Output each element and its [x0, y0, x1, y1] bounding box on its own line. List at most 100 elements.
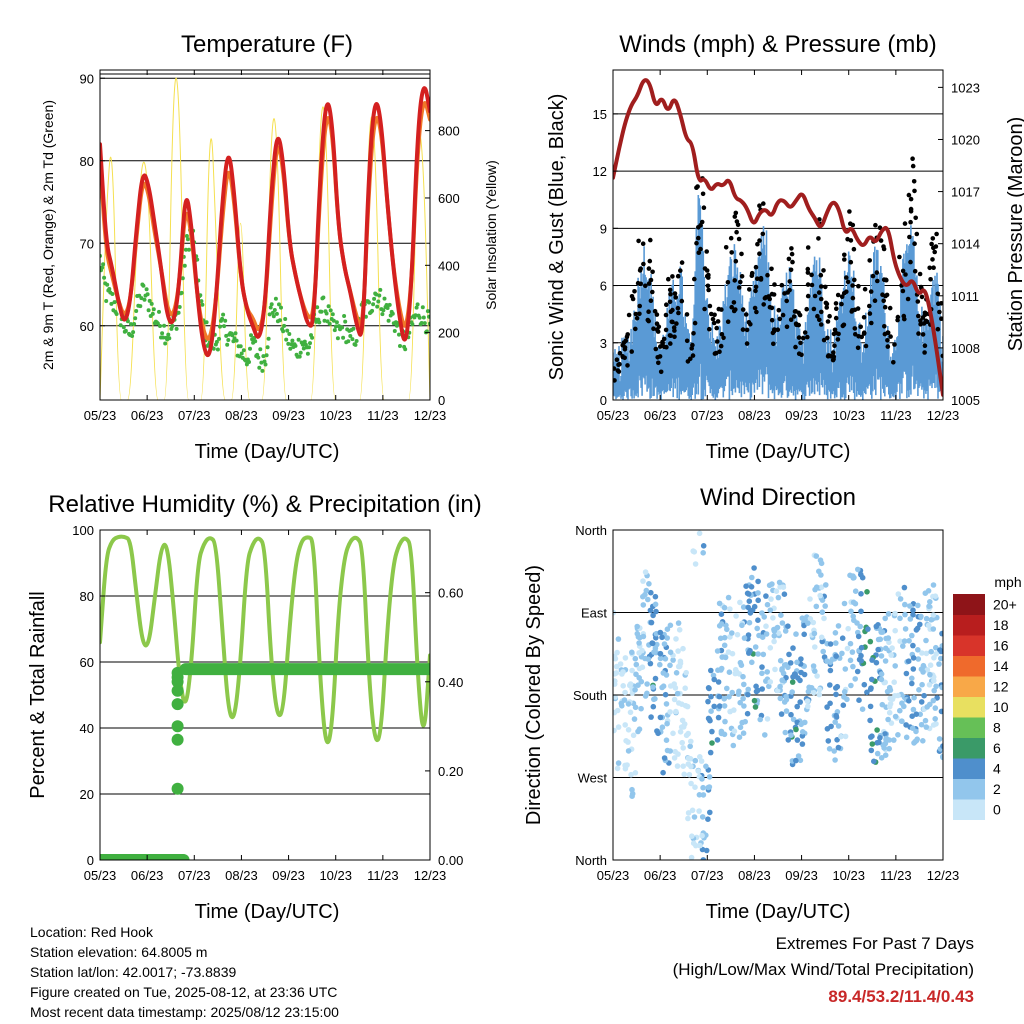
gust-point — [850, 295, 856, 301]
direction-point — [892, 663, 898, 669]
dewpoint-point — [233, 331, 238, 336]
direction-point — [650, 684, 656, 690]
direction-point — [752, 704, 759, 710]
direction-point — [706, 774, 713, 780]
gust-point — [625, 363, 630, 368]
direction-point — [930, 626, 937, 632]
direction-point — [885, 611, 892, 617]
direction-point — [687, 743, 693, 750]
gust-point — [920, 315, 926, 320]
gust-point — [678, 268, 683, 273]
direction-point — [654, 728, 660, 734]
direction-point — [915, 647, 921, 653]
direction-point — [729, 650, 736, 657]
direction-point — [686, 771, 693, 778]
gust-point — [719, 307, 724, 312]
dewpoint-point — [332, 328, 337, 333]
direction-point — [685, 815, 691, 822]
dewpoint-point — [102, 275, 107, 280]
gust-point — [739, 274, 745, 279]
humidity-series — [100, 534, 430, 860]
winds-xtick-label: 06/23 — [644, 408, 677, 423]
direction-point — [633, 671, 639, 678]
precip-point — [171, 720, 184, 733]
dewpoint-point — [321, 295, 326, 300]
direction-point — [781, 591, 788, 597]
gust-point — [784, 324, 790, 330]
gust-point — [908, 259, 913, 265]
direction-point — [680, 763, 686, 769]
direction-point — [740, 673, 746, 680]
humidity-xtick-label: 12/23 — [414, 868, 447, 883]
gust-point — [908, 206, 914, 212]
extremes-heading: Extremes For Past 7 Days — [775, 934, 974, 953]
direction-point — [778, 612, 784, 618]
direction-point — [677, 729, 684, 735]
gust-point — [629, 349, 634, 354]
direction-point — [909, 632, 915, 639]
info-created: Figure created on Tue, 2025-08-12, at 23… — [30, 984, 338, 1000]
direction-point — [913, 627, 920, 633]
gust-point — [863, 343, 869, 349]
gust-point — [729, 250, 734, 255]
gust-point — [902, 221, 908, 226]
direction-point — [662, 656, 669, 662]
gust-point — [849, 309, 854, 314]
direction-point — [708, 708, 714, 714]
direction-point — [763, 631, 770, 637]
direction-panel: Wind Direction NorthEastSouthWestNorth05… — [523, 484, 1022, 923]
dewpoint-point — [282, 323, 287, 328]
dewpoint-point — [350, 337, 355, 342]
direction-point — [741, 703, 747, 709]
dewpoint-point — [101, 262, 106, 267]
direction-point — [938, 708, 943, 715]
humidity-y2tick-label: 0.60 — [438, 586, 463, 601]
direction-point — [754, 625, 760, 632]
direction-point — [864, 589, 870, 595]
direction-point — [670, 730, 676, 737]
direction-point — [834, 737, 840, 743]
dewpoint-point — [237, 354, 242, 359]
gust-point — [755, 241, 760, 247]
direction-point — [673, 708, 679, 715]
direction-point — [812, 668, 818, 674]
direction-point — [771, 638, 777, 645]
gust-point — [892, 342, 897, 347]
direction-point — [659, 634, 665, 641]
direction-point — [629, 667, 635, 674]
gust-point — [851, 246, 857, 252]
direction-point — [788, 711, 794, 718]
dewpoint-point — [301, 346, 306, 351]
gust-point — [935, 326, 941, 332]
direction-point — [833, 653, 839, 659]
temperature-xtick-label: 11/23 — [367, 408, 399, 423]
dewpoint-point — [308, 341, 312, 346]
direction-point — [667, 748, 673, 754]
direction-point — [663, 701, 670, 707]
direction-point — [795, 753, 802, 759]
direction-point — [933, 651, 939, 657]
direction-point — [793, 726, 799, 733]
direction-point — [847, 640, 854, 647]
gust-point — [721, 335, 726, 341]
colorbar-swatch — [953, 635, 985, 656]
direction-point — [884, 688, 891, 695]
direction-point — [678, 724, 685, 730]
gust-point — [887, 305, 893, 311]
direction-point — [716, 600, 723, 607]
dewpoint-point — [182, 263, 187, 268]
gust-point — [840, 323, 846, 329]
direction-point — [716, 703, 723, 709]
gust-point — [634, 315, 640, 321]
direction-point — [895, 692, 901, 699]
gust-point — [707, 326, 712, 332]
direction-point — [749, 607, 756, 613]
gust-point — [749, 270, 755, 276]
direction-point — [700, 792, 707, 798]
direction-point — [662, 691, 669, 698]
gust-point — [664, 302, 669, 308]
direction-point — [639, 647, 645, 654]
direction-point — [892, 610, 898, 617]
gust-point — [805, 334, 810, 340]
direction-point — [660, 769, 666, 776]
